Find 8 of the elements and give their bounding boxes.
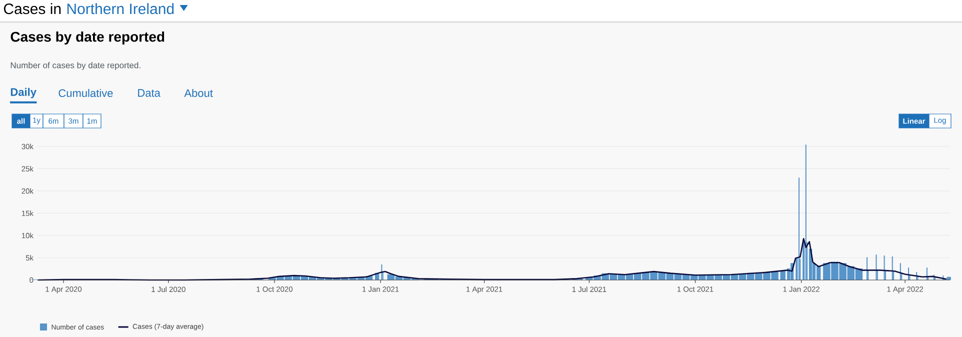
text: Northern Ireland bbox=[67, 3, 174, 14]
text: Cases in bbox=[4, 3, 61, 14]
text: Daily bbox=[10, 88, 36, 98]
chart-subtitle: Number of cases by date reported. bbox=[10, 62, 140, 70]
chart-title: Cases by date reported bbox=[10, 31, 164, 45]
text: Data bbox=[138, 89, 160, 97]
text: About bbox=[184, 88, 213, 98]
text: Cumulative bbox=[58, 88, 113, 98]
